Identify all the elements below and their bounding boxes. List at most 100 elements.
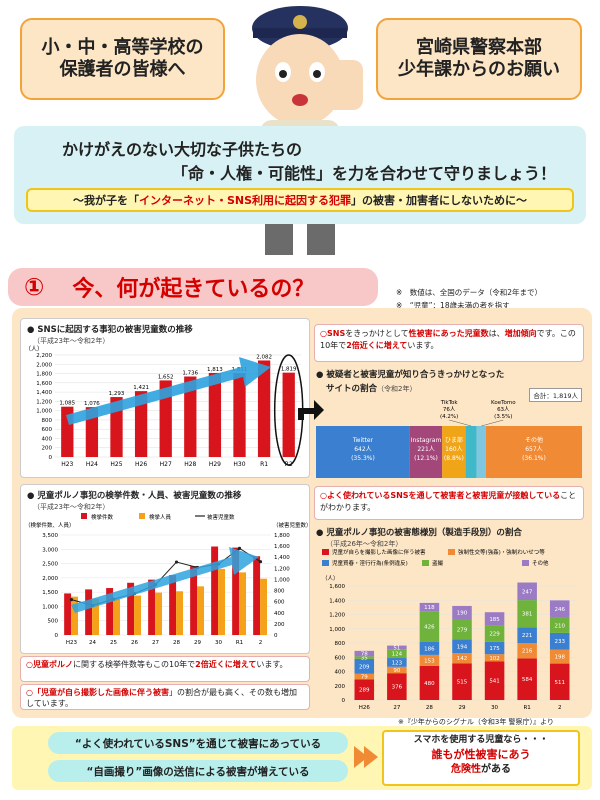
type-segment <box>354 673 375 680</box>
sns-bar <box>208 372 222 457</box>
type-y-tick: 1,200 <box>329 613 345 619</box>
bottom-pill-1-quote: “よく使われているSNS” <box>74 737 196 750</box>
type-legend-label: 児童が自らを撮影した画像に伴う被害 <box>332 548 426 556</box>
site-chart-title: ● 被疑者と被害児童が知り合うきっかけとなった <box>316 370 505 380</box>
sns-x-tick: H28 <box>184 461 196 468</box>
porn-bar-cases <box>169 575 177 635</box>
section-heading: ① 今、何が起きているの？ <box>8 268 378 306</box>
type-x-tick: H26 <box>359 705 371 711</box>
banner-subtitle: ～我が子を「 インターネット・SNS利用に起因する犯罪 」の被害・加害者にしないため… <box>26 188 574 212</box>
bottom-pill-2-rest: 画像の送信による被害が増えている <box>142 765 310 778</box>
banner-line-1: かけがえのない大切な子供たちの <box>62 140 303 159</box>
bottom-conclusion-3: 危険性がある <box>384 763 578 778</box>
porn-right-unit: （被害児童数） <box>273 521 309 529</box>
site-chart-card: ● 被疑者と被害児童が知り合うきっかけとなった サイトの割合（令和2年） 合計：… <box>314 366 584 478</box>
type-segment <box>517 582 537 601</box>
porn-victims-point <box>237 546 242 550</box>
sns-bar-label: 1,819 <box>281 367 297 373</box>
type-segment <box>419 611 440 642</box>
type-segment-label: 194 <box>457 644 468 650</box>
type-legend-label: その他 <box>532 559 549 567</box>
sns-bar-label: 1,652 <box>158 374 174 380</box>
sns-y-tick: 0 <box>49 455 53 461</box>
sns-y-tick: 200 <box>42 446 53 452</box>
sns-note-t4: います。 <box>407 341 439 350</box>
type-segment-label: 279 <box>457 627 468 633</box>
type-segment <box>517 600 537 628</box>
type-segment-label: 515 <box>457 680 468 686</box>
type-segment <box>517 627 537 643</box>
porn-bar-cases <box>127 582 135 635</box>
type-segment-label: 90 <box>393 668 400 674</box>
type-segment <box>549 663 570 700</box>
type-legend-swatch <box>322 549 329 555</box>
type-segment <box>419 602 440 612</box>
type-x-tick: R1 <box>523 705 530 711</box>
type-segment <box>387 666 407 674</box>
type-segment-label: 221 <box>522 633 533 639</box>
porn-bar-cases <box>148 579 156 635</box>
site-segment <box>442 426 466 478</box>
porn-right-tick: 1,400 <box>274 555 290 561</box>
section-note-1: ※ 数値は、全国のデータ（令和2年まで） <box>396 288 543 297</box>
site-segment-pct: (4.2%) <box>440 414 458 420</box>
porn-left-tick: 1,000 <box>42 604 58 610</box>
site-segment <box>476 426 486 478</box>
site-segment <box>409 426 443 478</box>
sns-y-tick: 1,800 <box>36 372 52 378</box>
porn-x-tick: 30 <box>215 640 222 646</box>
sns-note-red3: 増加傾向 <box>504 329 537 338</box>
porn-bar-persons <box>260 578 268 635</box>
sns-note-pre: ○ <box>320 329 327 338</box>
sns-bar <box>85 407 99 457</box>
sns-bar-chart: （人） 0 200 400 600 800 1,000 1,200 1,400 1,600 1,80… <box>25 346 304 468</box>
type-y-tick: 0 <box>342 698 346 704</box>
porn-bar-cases <box>211 546 219 635</box>
porn-bar-cases <box>190 566 198 635</box>
type-segment <box>354 679 375 700</box>
type-segment-label: 209 <box>359 664 370 670</box>
type-segment-label: 186 <box>424 646 435 652</box>
porn-victims-point <box>258 560 263 564</box>
type-y-tick: 600 <box>335 655 346 661</box>
site-segment <box>485 426 582 478</box>
porn-bar-cases <box>253 556 261 635</box>
type-segment-label: 185 <box>489 617 500 623</box>
type-legend-label: 強制性交等(強姦)・強制わいせつ等 <box>458 548 545 556</box>
section-title: 今、何が起きているの？ <box>72 277 315 302</box>
sns-x-tick: H24 <box>86 461 98 468</box>
type-segment-label: 102 <box>489 656 500 662</box>
site-segment-value: 160人 <box>445 446 462 453</box>
site-segment-name: TikTok <box>440 400 459 406</box>
header-left-title: 小・中・高等学校の 保護者の皆様へ <box>20 18 225 100</box>
type-segment-label: 233 <box>554 639 565 645</box>
porn-note-1: ○児童ポルノに関する検挙件数等もこの10年で2倍近くに増えています。 <box>20 656 310 682</box>
banner-line-2: 「命・人権・可能性」を力を合わせて守りましょう！ <box>172 160 556 184</box>
type-segment-label: 78 <box>361 652 368 658</box>
porn-bar-persons <box>176 591 184 635</box>
type-segment <box>484 612 505 626</box>
bottom-pill-1-rest: を通じて被害にあっている <box>195 737 322 750</box>
porn-x-tick: 25 <box>110 640 117 646</box>
porn-x-tick: 27 <box>152 640 159 646</box>
sns-y-tick: 800 <box>42 418 53 424</box>
site-segment <box>465 426 477 478</box>
porn-bar-cases <box>85 589 93 635</box>
type-x-tick: 30 <box>491 705 498 711</box>
porn-x-tick: R1 <box>236 640 243 646</box>
type-segment-label: 210 <box>554 623 565 629</box>
type-segment-label: 584 <box>522 677 533 683</box>
porn-note-2-pre: ○「 <box>26 688 41 697</box>
type-segment <box>517 643 537 659</box>
sns-x-tick: H25 <box>110 461 122 468</box>
type-segment-label: 541 <box>489 679 500 685</box>
type-segment <box>452 653 472 664</box>
porn-note-2: ○「児童が自ら撮影した画像に伴う被害」の割合が最も高く、その数も増加しています。 <box>20 684 310 710</box>
porn-left-tick: 0 <box>55 633 59 639</box>
porn-bar-persons <box>92 598 100 635</box>
type-segment <box>419 641 440 655</box>
sns-note-red4: 2倍近くに増えて <box>346 341 408 350</box>
site-note-red1: よく使われているSNSを通して被害者と被害児童が接触している <box>326 491 561 500</box>
porn-right-tick: 0 <box>274 633 278 639</box>
bottom-conclusion: スマホを使用する児童なら・・・ 誰もが性被害にあう 危険性がある <box>382 730 580 786</box>
